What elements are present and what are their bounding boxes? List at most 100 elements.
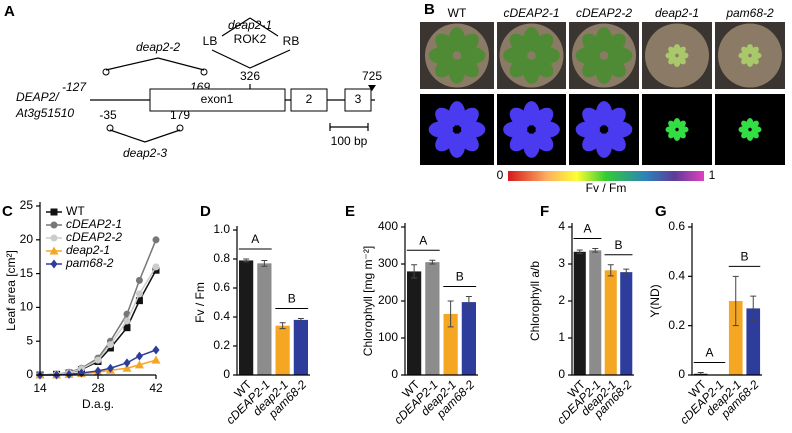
legend-label: cDEAP2-2: [66, 230, 122, 244]
bar: [573, 251, 586, 375]
genotype-label: cDEAP2-1: [503, 6, 559, 20]
marker: [123, 317, 131, 325]
significance-label: A: [251, 232, 259, 246]
error-bar: [623, 268, 630, 276]
lb-label: LB: [203, 34, 218, 48]
fluorescence-image: [642, 94, 712, 165]
y-axis-label: Chlorophyll [mg m⁻²]: [361, 246, 375, 356]
y-tick-label: 4: [558, 219, 565, 233]
leaf-fluorescence: [605, 107, 626, 129]
panel-label: A: [4, 3, 15, 20]
bar: [604, 270, 617, 375]
error-bar: [607, 264, 614, 277]
leaf: [750, 46, 759, 56]
y-tick-label: 15: [20, 266, 34, 280]
allele-label: deap2-2: [136, 40, 180, 54]
y-tick-label: 100: [378, 330, 398, 344]
legend-label: deap2-1: [66, 243, 110, 257]
colorbar-max: 1: [709, 168, 716, 182]
significance-label: B: [614, 238, 622, 252]
scissors: [176, 124, 184, 132]
y-tick-label: 3: [558, 256, 565, 270]
error-bar: [732, 275, 739, 327]
error-bar: [297, 317, 304, 322]
exon-label: 3: [355, 92, 362, 106]
y-tick-label: 300: [378, 256, 398, 270]
y-tick-label: 0: [223, 367, 230, 381]
bar: [461, 302, 476, 375]
y-tick-label: 200: [378, 293, 398, 307]
exon: [149, 88, 286, 112]
insert-line: [211, 49, 291, 69]
marker: [135, 297, 143, 305]
panel-label: G: [655, 203, 667, 220]
y-tick-label: 0: [391, 367, 398, 381]
y-tick-label: 0: [558, 367, 565, 381]
legend-label: WT: [66, 204, 85, 218]
marker: [106, 363, 114, 373]
marker: [94, 356, 102, 364]
x-tick-label: 14: [33, 381, 47, 395]
position-label: 725: [362, 69, 382, 83]
genotype-label: cDEAP2-2: [576, 6, 632, 20]
position-label: 179: [170, 108, 190, 122]
exon-label: 2: [306, 92, 313, 106]
marker: [50, 259, 58, 269]
panel-b: B 0 1 Fv / Fm WT cDEAP2-1 cDEAP2-2 deap2-1 p…: [420, 1, 785, 195]
leaf: [458, 33, 479, 55]
y-axis-label: Chlorophyll a/b: [528, 261, 542, 341]
position-label: -35: [99, 108, 117, 122]
bar: [425, 262, 440, 375]
bar: [746, 308, 761, 375]
genotype-label: pam68-2: [725, 6, 774, 20]
bar: [589, 250, 602, 375]
bar: [257, 263, 272, 375]
marker: [50, 221, 58, 229]
bar: [620, 272, 633, 375]
position-label: -127: [62, 80, 87, 94]
leaf-fluorescence: [677, 120, 686, 130]
pot: [718, 23, 782, 88]
y-tick-label: 0.4: [668, 269, 685, 283]
y-tick-label: 0.2: [213, 338, 230, 352]
colorbar-min: 0: [497, 168, 504, 182]
significance-label: B: [288, 292, 296, 306]
insert-line: [221, 17, 251, 37]
insert-label: ROK2: [234, 32, 267, 46]
significance-label: A: [583, 222, 591, 236]
allele-label: deap2-1: [228, 18, 272, 32]
marker: [65, 369, 73, 379]
significance-label: B: [740, 250, 748, 264]
y-tick-label: 1.0: [213, 222, 230, 236]
allele-label: deap2-3: [123, 146, 167, 160]
bar: [275, 325, 290, 375]
y-tick-label: 5: [26, 333, 33, 347]
marker: [94, 366, 102, 376]
y-tick-label: 10: [20, 300, 34, 314]
significance-label: A: [705, 346, 713, 360]
error-bar: [279, 322, 286, 330]
marker: [134, 360, 144, 369]
legend-label: pam68-2: [65, 256, 114, 270]
end-marker: [368, 85, 376, 91]
scissors: [102, 68, 110, 76]
y-tick-label: 0.6: [668, 219, 685, 233]
y-axis-label: Leaf area [cm²]: [4, 250, 18, 331]
marker: [50, 234, 58, 242]
bar: [407, 271, 422, 375]
exon: [344, 88, 372, 112]
marker: [152, 345, 160, 355]
pot: [645, 23, 709, 88]
error-bar: [447, 300, 454, 328]
scissors: [106, 124, 114, 132]
error-bar: [592, 247, 599, 253]
insert-line: [249, 17, 279, 37]
exon-label: exon1: [201, 92, 234, 106]
scissors: [200, 68, 208, 76]
x-tick-label: 42: [149, 381, 163, 395]
panel-label: D: [200, 203, 211, 220]
genotype-label: deap2-1: [655, 6, 699, 20]
scale-label: 100 bp: [331, 134, 368, 148]
marker: [135, 276, 143, 284]
y-tick-label: 20: [20, 232, 34, 246]
